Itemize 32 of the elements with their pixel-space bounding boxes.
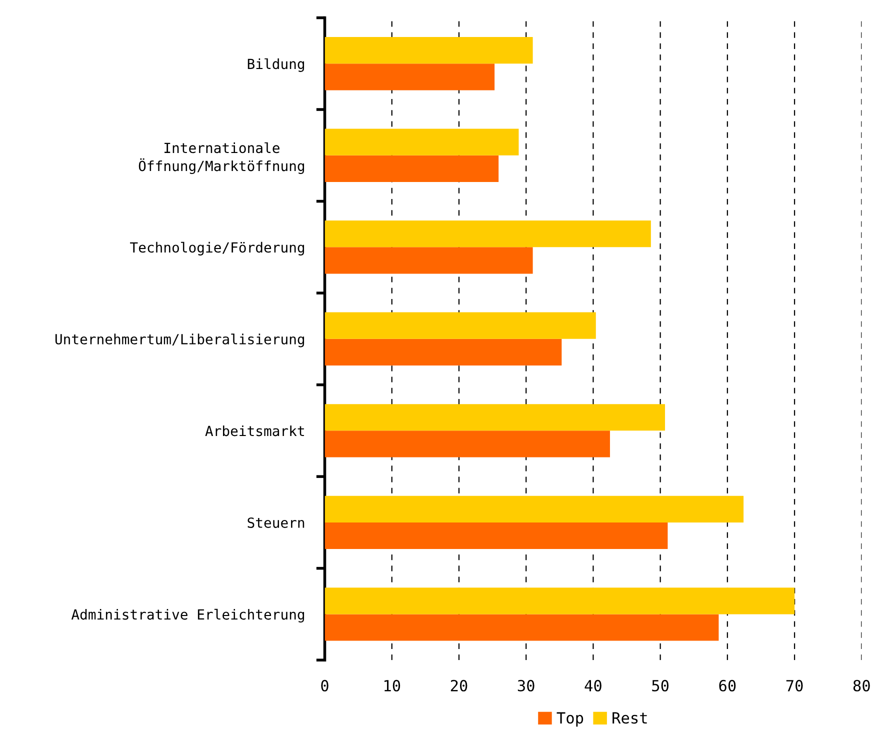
bar xyxy=(324,155,499,182)
legend-label: Rest xyxy=(612,712,647,724)
bar xyxy=(324,312,596,339)
bar xyxy=(324,338,562,366)
x-tick-label: 20 xyxy=(450,680,468,692)
x-tick-label: 0 xyxy=(321,680,328,692)
bar xyxy=(324,614,719,641)
bar xyxy=(324,128,519,156)
legend-label: Top xyxy=(556,712,584,727)
x-tick-label: 30 xyxy=(518,680,534,692)
y-tick-label: Steuern xyxy=(248,517,304,528)
y-tick-label: Arbeitsmarkt xyxy=(205,425,304,436)
y-tick-label: Administrative Erleichterung xyxy=(71,608,304,622)
y-tick-label: Technologie/Förderung xyxy=(130,242,304,256)
y-tick-label: Unternehmertum/Liberalisierung xyxy=(55,334,304,348)
x-tick-label: 70 xyxy=(786,680,803,692)
bar xyxy=(324,430,610,458)
y-tick-label: Internationale Öffnung/Marktöffnung xyxy=(138,142,304,174)
x-tick-label: 60 xyxy=(719,680,736,692)
bar xyxy=(324,37,533,64)
bar xyxy=(324,588,795,614)
x-tick-label: 10 xyxy=(384,680,400,692)
bar xyxy=(324,220,651,248)
bar xyxy=(324,522,668,550)
y-tick-label: Bildung xyxy=(248,58,304,72)
x-tick-label: 50 xyxy=(652,680,669,692)
x-tick-label: 40 xyxy=(584,680,602,692)
bar xyxy=(324,64,495,90)
bar xyxy=(324,247,533,274)
x-tick-label: 80 xyxy=(853,680,870,692)
bar xyxy=(324,496,744,522)
bar xyxy=(324,404,666,431)
